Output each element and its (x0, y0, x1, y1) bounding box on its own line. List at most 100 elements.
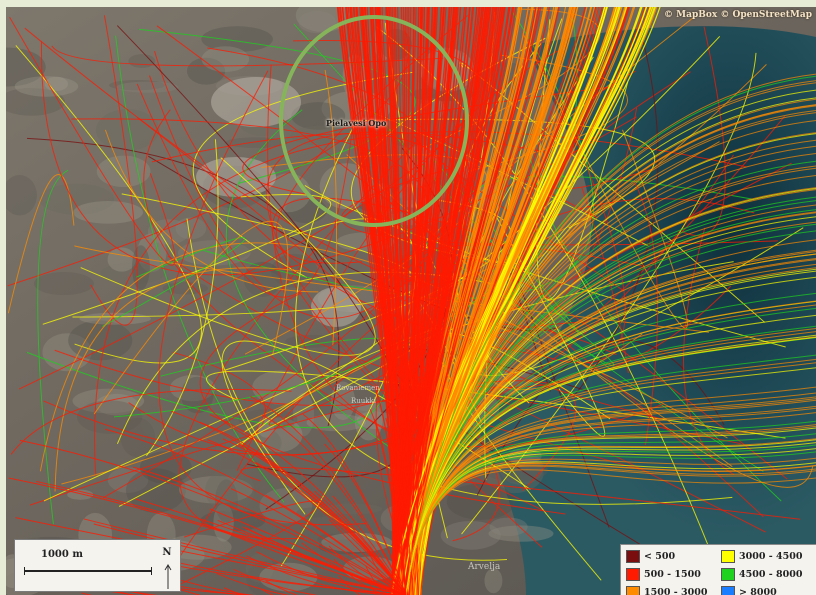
terrain-patch (95, 109, 160, 151)
flight-track (405, 362, 816, 595)
flight-track (328, 519, 407, 595)
flight-track (7, 174, 75, 314)
map-view[interactable]: © MapBox © OpenStreetMap Pielavesi Opo R… (6, 7, 816, 595)
terrain-patch (6, 175, 37, 216)
terrain-patch (39, 183, 115, 215)
flight-track (133, 466, 407, 595)
flight-track (135, 498, 407, 595)
flight-track (369, 409, 407, 595)
terrain-patch (484, 568, 503, 594)
flight-track (395, 7, 503, 595)
flight-track (405, 112, 816, 595)
terrain-patch (306, 413, 367, 432)
flight-track (385, 417, 407, 595)
terrain-patch (354, 400, 383, 441)
flight-track (204, 524, 407, 595)
flight-track (250, 396, 407, 595)
terrain-patch (177, 240, 251, 266)
legend-swatch (626, 549, 640, 563)
flight-track (9, 16, 176, 266)
altitude-legend: < 500 500 - 1500 1500 - 3000 3000 - 4500… (620, 544, 816, 595)
terrain-patch (257, 416, 275, 438)
terrain-patch (489, 517, 528, 537)
terrain-patch (178, 476, 253, 504)
terrain-patch (214, 479, 238, 523)
terrain-patch (252, 370, 310, 405)
flight-track (522, 33, 688, 329)
terrain-patch (238, 409, 298, 430)
flight-track (39, 242, 733, 472)
flight-track (416, 7, 485, 595)
terrain-patch (68, 320, 133, 361)
flight-tracks (7, 7, 816, 595)
flight-track (375, 390, 407, 595)
flight-track (476, 339, 725, 496)
flight-track (207, 439, 407, 595)
terrain-patch (225, 137, 288, 148)
terrain-patch (446, 483, 516, 520)
flight-track (332, 495, 407, 595)
legend-swatch (721, 567, 735, 581)
flight-track (42, 194, 332, 325)
terrain-patch (440, 520, 501, 550)
terrain-patch (120, 417, 155, 458)
place-label-bottom: Arvelja (468, 562, 501, 572)
terrain-patch (488, 525, 554, 542)
legend-swatch (721, 585, 735, 595)
legend-item: 4500 - 8000 (721, 566, 802, 582)
flight-track (222, 438, 407, 595)
flight-track (105, 428, 407, 595)
terrain-patch (180, 376, 214, 414)
terrain-patch (285, 334, 341, 348)
terrain-patch (100, 262, 165, 285)
flight-track (333, 558, 406, 595)
flight-track (93, 220, 289, 415)
flight-track (83, 518, 407, 595)
flight-track (402, 7, 492, 595)
place-label-tertiary: Ruukki (351, 397, 377, 405)
legend-item: 1500 - 3000 (626, 584, 707, 595)
flight-track (19, 439, 407, 595)
flight-track (15, 45, 202, 364)
flight-track (405, 438, 816, 595)
terrain-patch (6, 47, 46, 87)
flight-track (265, 494, 407, 595)
flight-track (314, 490, 407, 595)
map-attribution[interactable]: © MapBox © OpenStreetMap (664, 10, 812, 20)
flight-track (405, 398, 816, 595)
legend-swatch (626, 585, 640, 595)
flight-track (230, 488, 407, 595)
flight-track (265, 580, 406, 595)
flight-track (186, 218, 507, 561)
legend-label: 1500 - 3000 (644, 586, 708, 595)
north-label: N (162, 547, 172, 558)
flight-track (245, 527, 407, 595)
flight-track (146, 139, 219, 456)
flight-track (267, 64, 663, 448)
flight-track (216, 572, 406, 595)
terrain-patch (125, 468, 186, 513)
terrain-patch (201, 26, 273, 53)
legend-item: > 8000 (721, 584, 777, 595)
terrain-patch (14, 76, 79, 97)
legend-swatch (721, 549, 735, 563)
place-label-secondary: Rovaniemen (336, 384, 380, 392)
flight-track (102, 237, 246, 327)
legend-item: 500 - 1500 (626, 566, 701, 582)
flight-track (37, 169, 69, 525)
flight-track (408, 7, 586, 595)
terrain-patch (95, 393, 139, 416)
terrain-patch (107, 467, 149, 493)
flight-track (90, 15, 138, 326)
terrain-patch (140, 404, 207, 443)
flight-track (405, 145, 816, 595)
flight-track (158, 572, 406, 595)
terrain-patch (254, 417, 303, 453)
scale-bar-box: 1000 m N (14, 539, 181, 592)
flight-track (461, 52, 757, 535)
flight-track (536, 19, 629, 300)
terrain-patch (245, 553, 274, 583)
legend-label: 4500 - 8000 (739, 568, 803, 580)
flight-track (391, 7, 618, 595)
terrain-patch (237, 101, 288, 137)
